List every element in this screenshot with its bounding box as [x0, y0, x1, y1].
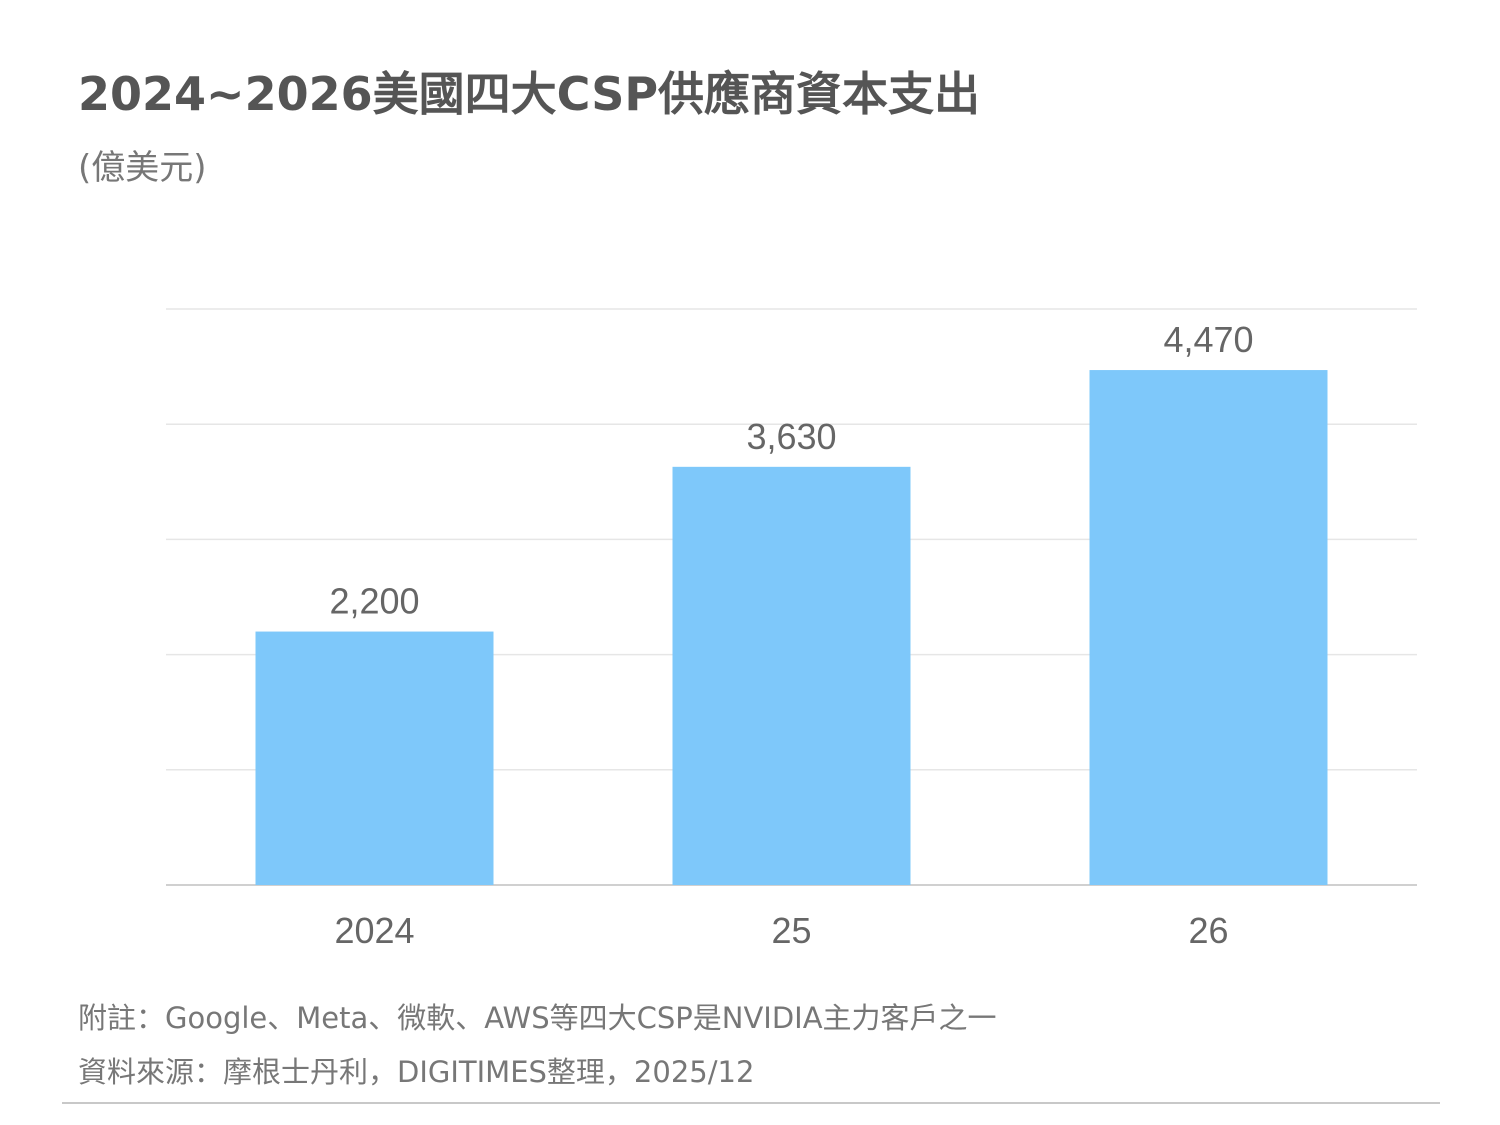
data-label: 3,630	[746, 416, 836, 457]
unit-label: (億美元)	[78, 148, 207, 188]
x-tick-label: 26	[1188, 910, 1228, 951]
bars	[255, 370, 1328, 885]
bar	[1089, 370, 1328, 885]
x-axis-ticks: 2024 25 26	[334, 910, 1228, 951]
footnote: 附註：Google、Meta、微軟、AWS等四大CSP是NVIDIA主力客戶之一	[78, 1001, 997, 1035]
bar	[672, 466, 911, 885]
data-label: 4,470	[1163, 319, 1253, 360]
chart-title: 2024~2026美國四大CSP供應商資本支出	[78, 67, 981, 121]
x-tick-label: 2024	[334, 910, 414, 951]
bottom-divider	[62, 1102, 1440, 1104]
source-note: 資料來源：摩根士丹利，DIGITIMES整理，2025/12	[78, 1055, 755, 1089]
bar	[255, 631, 494, 885]
value-labels: 2,200 3,630 4,470	[329, 319, 1253, 622]
x-tick-label: 25	[771, 910, 811, 951]
data-label: 2,200	[329, 581, 419, 622]
